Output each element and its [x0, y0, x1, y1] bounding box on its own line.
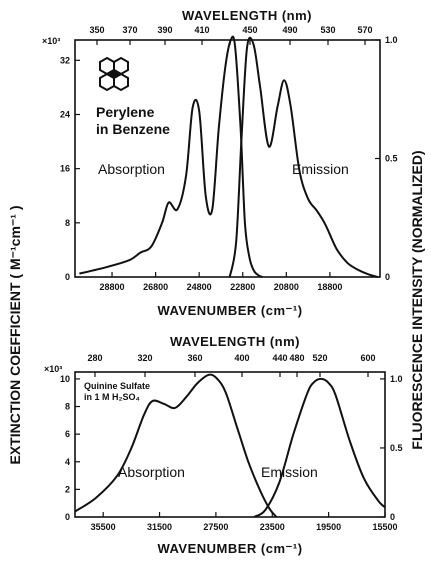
- panel-quinine: WAVELENGTH (nm) WAVENUMBER (cm⁻¹) ×10³ Q…: [44, 334, 403, 556]
- x-tick-label: 28800: [100, 282, 125, 292]
- left-y-tick-label: 2: [65, 484, 70, 494]
- right-y-tick-label: 0.5: [390, 443, 403, 453]
- series-absorption-line: [79, 35, 263, 278]
- right-y-tick-label: 0: [390, 512, 395, 522]
- left-y-tick-label: 6: [65, 429, 70, 439]
- left-y-tick-label: 24: [60, 109, 70, 119]
- top-tick-label: 400: [234, 353, 249, 363]
- emission-label: Emission: [292, 161, 349, 177]
- left-y-tick-label: 8: [65, 402, 70, 412]
- compound-label: Quinine Sulfate: [84, 381, 150, 391]
- plot-frame: [74, 371, 386, 518]
- top-x-axis-title: WAVELENGTH (nm): [182, 8, 312, 23]
- top-tick-label: 570: [357, 25, 372, 35]
- top-tick-label: 480: [289, 353, 304, 363]
- right-y-axis-label: FLUORESCENCE INTENSITY (NORMALIZED): [409, 150, 425, 449]
- left-y-tick-label: 8: [65, 218, 70, 228]
- x-tick-label: 15500: [372, 522, 397, 532]
- top-tick-label: 360: [187, 353, 202, 363]
- top-tick-label: 530: [320, 25, 335, 35]
- x-tick-label: 18800: [317, 282, 342, 292]
- top-tick-label: 320: [137, 353, 152, 363]
- top-tick-label: 410: [194, 25, 209, 35]
- right-y-tick-label: 0: [385, 272, 390, 282]
- left-y-tick-label: 0: [65, 272, 70, 282]
- x-tick-label: 26800: [143, 282, 168, 292]
- x-tick-label: 20800: [274, 282, 299, 292]
- series-emission-line: [253, 377, 386, 518]
- x-tick-label: 23500: [260, 522, 285, 532]
- emission-label: Emission: [261, 464, 318, 480]
- compound-label: Perylene: [96, 104, 155, 120]
- solvent-label: in Benzene: [96, 121, 170, 137]
- top-tick-label: 390: [157, 25, 172, 35]
- x-tick-label: 35500: [91, 522, 116, 532]
- right-y-tick-label: 1.0: [390, 374, 403, 384]
- top-tick-label: 280: [87, 353, 102, 363]
- top-x-axis-title: WAVELENGTH (nm): [170, 334, 300, 349]
- right-y-tick-label: 0.5: [385, 154, 398, 164]
- top-tick-label: 370: [122, 25, 137, 35]
- top-tick-label: 520: [312, 353, 327, 363]
- x-tick-label: 19500: [316, 522, 341, 532]
- perylene-molecule-icon: [99, 56, 129, 92]
- x-tick-label: 22800: [230, 282, 255, 292]
- left-y-tick-label: 16: [60, 164, 70, 174]
- top-tick-label: 350: [89, 25, 104, 35]
- panel-perylene: WAVELENGTH (nm) WAVENUMBER (cm⁻¹) ×10³ P…: [42, 8, 398, 318]
- x-tick-label: 31500: [147, 522, 172, 532]
- y-multiplier: ×10³: [42, 36, 60, 46]
- x-axis-title: WAVENUMBER (cm⁻¹): [157, 541, 302, 556]
- series-absorption-line: [74, 373, 278, 518]
- absorption-label: Absorption: [98, 161, 165, 177]
- x-tick-label: 24800: [187, 282, 212, 292]
- left-y-axis-label: EXTINCTION COEFFICIENT ( M⁻¹cm⁻¹ ): [7, 206, 23, 465]
- absorption-label: Absorption: [118, 464, 185, 480]
- top-tick-label: 440: [272, 353, 287, 363]
- top-tick-label: 450: [242, 25, 257, 35]
- left-y-tick-label: 0: [65, 512, 70, 522]
- top-tick-label: 490: [282, 25, 297, 35]
- left-y-tick-label: 10: [60, 374, 70, 384]
- left-y-tick-label: 4: [65, 457, 70, 467]
- top-tick-label: 600: [360, 353, 375, 363]
- right-y-tick-label: 1.0: [385, 35, 398, 45]
- x-tick-label: 27500: [203, 522, 228, 532]
- plot-frame: [74, 39, 381, 278]
- solvent-label: in 1 M H₂SO₄: [84, 392, 140, 402]
- x-axis-title: WAVENUMBER (cm⁻¹): [157, 303, 302, 318]
- y-multiplier: ×10³: [44, 364, 62, 374]
- series-emission-line: [228, 36, 379, 278]
- left-y-tick-label: 32: [60, 55, 70, 65]
